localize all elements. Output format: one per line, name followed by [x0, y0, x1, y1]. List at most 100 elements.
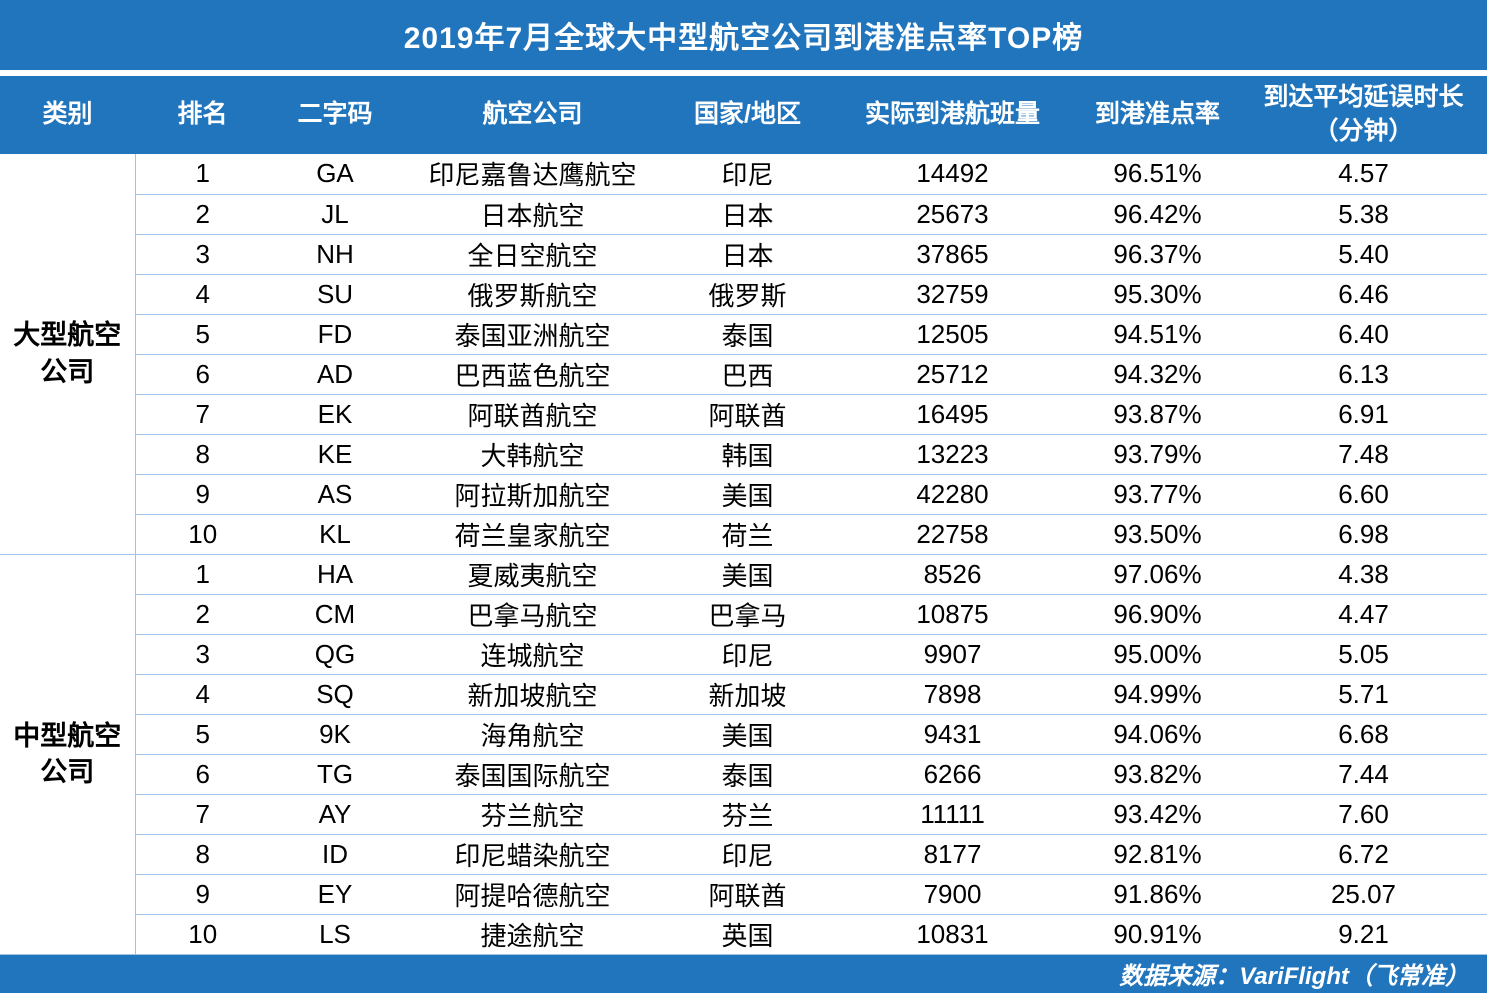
- punctuality-table: 类别 排名 二字码 航空公司 国家/地区 实际到港航班量 到港准点率 到达平均延误时长 （分钟…: [0, 76, 1487, 955]
- flights-cell: 10831: [830, 914, 1075, 955]
- code-cell: 9K: [270, 714, 400, 755]
- table-row: 5 FD 泰国亚洲航空 泰国 12505 94.51% 6.40: [0, 314, 1487, 355]
- data-source: 数据来源：VariFlight（飞常准）: [0, 954, 1487, 993]
- table-row: 9 AS 阿拉斯加航空 美国 42280 93.77% 6.60: [0, 474, 1487, 515]
- airline-cell: 阿提哈德航空: [400, 874, 665, 915]
- punctuality-cell: 97.06%: [1075, 554, 1240, 595]
- delay-cell: 7.48: [1240, 434, 1487, 475]
- code-cell: SQ: [270, 674, 400, 715]
- airline-cell: 全日空航空: [400, 234, 665, 275]
- table-row: 2 JL 日本航空 日本 25673 96.42% 5.38: [0, 194, 1487, 235]
- punctuality-cell: 94.06%: [1075, 714, 1240, 755]
- code-cell: EY: [270, 874, 400, 915]
- rank-cell: 5: [135, 314, 270, 355]
- table-row: 10 KL 荷兰皇家航空 荷兰 22758 93.50% 6.98: [0, 514, 1487, 555]
- country-cell: 日本: [665, 234, 830, 275]
- header-cell-6: 到港准点率: [1075, 76, 1240, 154]
- country-cell: 印尼: [665, 154, 830, 195]
- delay-cell: 6.91: [1240, 394, 1487, 435]
- table-row: 4 SU 俄罗斯航空 俄罗斯 32759 95.30% 6.46: [0, 274, 1487, 315]
- delay-cell: 4.57: [1240, 154, 1487, 195]
- table-row: 6 TG 泰国国际航空 泰国 6266 93.82% 7.44: [0, 754, 1487, 795]
- delay-cell: 6.98: [1240, 514, 1487, 555]
- delay-cell: 6.13: [1240, 354, 1487, 395]
- country-cell: 印尼: [665, 834, 830, 875]
- country-cell: 俄罗斯: [665, 274, 830, 315]
- table-row: 3 NH 全日空航空 日本 37865 96.37% 5.40: [0, 234, 1487, 275]
- delay-cell: 6.60: [1240, 474, 1487, 515]
- table-header-row: 类别 排名 二字码 航空公司 国家/地区 实际到港航班量 到港准点率 到达平均延误时长 （分钟…: [0, 76, 1487, 154]
- rank-cell: 9: [135, 874, 270, 915]
- table-row: 3 QG 连城航空 印尼 9907 95.00% 5.05: [0, 634, 1487, 675]
- header-cell-4: 国家/地区: [665, 76, 830, 154]
- header-cell-3: 航空公司: [400, 76, 665, 154]
- punctuality-cell: 90.91%: [1075, 914, 1240, 955]
- country-cell: 泰国: [665, 754, 830, 795]
- flights-cell: 7900: [830, 874, 1075, 915]
- code-cell: HA: [270, 554, 400, 595]
- punctuality-cell: 96.37%: [1075, 234, 1240, 275]
- flights-cell: 25673: [830, 194, 1075, 235]
- country-cell: 印尼: [665, 634, 830, 675]
- table-row: 7 AY 芬兰航空 芬兰 11111 93.42% 7.60: [0, 794, 1487, 835]
- punctuality-cell: 93.77%: [1075, 474, 1240, 515]
- country-cell: 泰国: [665, 314, 830, 355]
- code-cell: EK: [270, 394, 400, 435]
- delay-cell: 6.72: [1240, 834, 1487, 875]
- airline-cell: 芬兰航空: [400, 794, 665, 835]
- code-cell: KE: [270, 434, 400, 475]
- flights-cell: 12505: [830, 314, 1075, 355]
- code-cell: AY: [270, 794, 400, 835]
- page-title: 2019年7月全球大中型航空公司到港准点率TOP榜: [0, 0, 1487, 70]
- rank-cell: 1: [135, 554, 270, 595]
- rank-cell: 9: [135, 474, 270, 515]
- rank-cell: 4: [135, 274, 270, 315]
- code-cell: KL: [270, 514, 400, 555]
- country-cell: 阿联酋: [665, 874, 830, 915]
- delay-cell: 5.71: [1240, 674, 1487, 715]
- rank-cell: 2: [135, 194, 270, 235]
- punctuality-cell: 91.86%: [1075, 874, 1240, 915]
- flights-cell: 9431: [830, 714, 1075, 755]
- flights-cell: 9907: [830, 634, 1075, 675]
- flights-cell: 32759: [830, 274, 1075, 315]
- flights-cell: 10875: [830, 594, 1075, 635]
- country-cell: 芬兰: [665, 794, 830, 835]
- code-cell: GA: [270, 154, 400, 195]
- header-cell-0: 类别: [0, 76, 135, 154]
- country-cell: 美国: [665, 714, 830, 755]
- flights-cell: 11111: [830, 794, 1075, 835]
- table-row: 5 9K 海角航空 美国 9431 94.06% 6.68: [0, 714, 1487, 755]
- code-cell: CM: [270, 594, 400, 635]
- flights-cell: 8526: [830, 554, 1075, 595]
- delay-cell: 5.40: [1240, 234, 1487, 275]
- rank-cell: 8: [135, 834, 270, 875]
- table-row: 大型航空公司 1 GA 印尼嘉鲁达鹰航空 印尼 14492 96.51% 4.57: [0, 154, 1487, 555]
- code-cell: FD: [270, 314, 400, 355]
- code-cell: JL: [270, 194, 400, 235]
- delay-cell: 7.44: [1240, 754, 1487, 795]
- punctuality-cell: 92.81%: [1075, 834, 1240, 875]
- code-cell: ID: [270, 834, 400, 875]
- country-cell: 荷兰: [665, 514, 830, 555]
- table-row: 9 EY 阿提哈德航空 阿联酋 7900 91.86% 25.07: [0, 874, 1487, 915]
- punctuality-cell: 96.42%: [1075, 194, 1240, 235]
- punctuality-cell: 93.79%: [1075, 434, 1240, 475]
- delay-cell: 4.38: [1240, 554, 1487, 595]
- airline-cell: 泰国亚洲航空: [400, 314, 665, 355]
- punctuality-cell: 93.42%: [1075, 794, 1240, 835]
- country-cell: 巴拿马: [665, 594, 830, 635]
- table-row: 中型航空公司 1 HA 夏威夷航空 美国 8526 97.06% 4.38: [0, 554, 1487, 955]
- category-cell: 中型航空公司: [0, 554, 136, 955]
- code-cell: LS: [270, 914, 400, 955]
- table-row: 4 SQ 新加坡航空 新加坡 7898 94.99% 5.71: [0, 674, 1487, 715]
- country-cell: 阿联酋: [665, 394, 830, 435]
- rank-cell: 5: [135, 714, 270, 755]
- delay-cell: 4.47: [1240, 594, 1487, 635]
- flights-cell: 6266: [830, 754, 1075, 795]
- rank-cell: 10: [135, 514, 270, 555]
- rank-cell: 6: [135, 754, 270, 795]
- airline-cell: 海角航空: [400, 714, 665, 755]
- airline-cell: 泰国国际航空: [400, 754, 665, 795]
- code-cell: AD: [270, 354, 400, 395]
